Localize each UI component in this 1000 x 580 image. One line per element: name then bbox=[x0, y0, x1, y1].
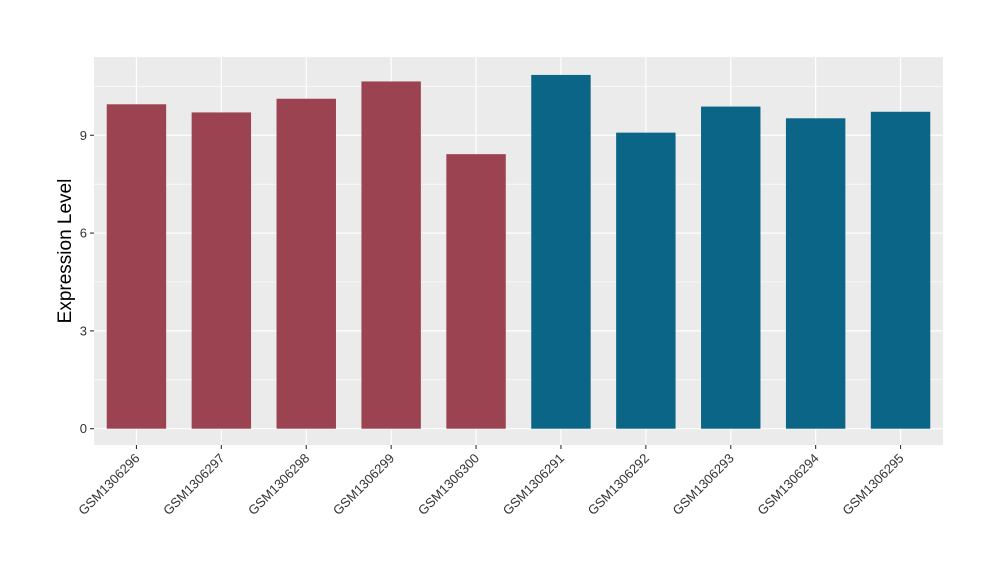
x-tick-label: GSM1306293 bbox=[670, 451, 737, 518]
x-tick-label: GSM1306297 bbox=[160, 451, 227, 518]
y-axis: 0 3 6 9 bbox=[80, 128, 94, 436]
y-tick-label: 9 bbox=[80, 128, 87, 143]
bar-GSM1306300 bbox=[446, 154, 506, 429]
y-axis-title: Expression Level bbox=[55, 179, 76, 324]
bar-GSM1306297 bbox=[191, 112, 252, 429]
bar-GSM1306296 bbox=[106, 104, 167, 429]
x-tick-label: GSM1306296 bbox=[75, 451, 142, 518]
bar-GSM1306294 bbox=[785, 118, 846, 429]
x-tick-label: GSM1306292 bbox=[585, 451, 652, 518]
x-tick-label: GSM1306295 bbox=[839, 451, 906, 518]
x-tick-label: GSM1306294 bbox=[754, 451, 821, 518]
y-tick-label: 0 bbox=[80, 421, 87, 436]
y-tick-label: 6 bbox=[80, 226, 87, 241]
bars bbox=[106, 74, 931, 429]
x-tick-label: GSM1306298 bbox=[245, 451, 312, 518]
bar-GSM1306291 bbox=[531, 74, 591, 429]
x-tick-label: GSM1306300 bbox=[415, 451, 482, 518]
bar-GSM1306292 bbox=[616, 132, 676, 429]
bar-GSM1306295 bbox=[870, 111, 931, 429]
x-axis: GSM1306296 GSM1306297 GSM1306298 GSM1306299… bbox=[75, 445, 907, 518]
bar-GSM1306299 bbox=[361, 81, 421, 429]
bar-GSM1306293 bbox=[701, 106, 761, 429]
bar-GSM1306298 bbox=[276, 98, 336, 429]
x-tick-label: GSM1306299 bbox=[330, 451, 397, 518]
x-tick-label: GSM1306291 bbox=[500, 451, 567, 518]
y-tick-label: 3 bbox=[80, 323, 87, 338]
